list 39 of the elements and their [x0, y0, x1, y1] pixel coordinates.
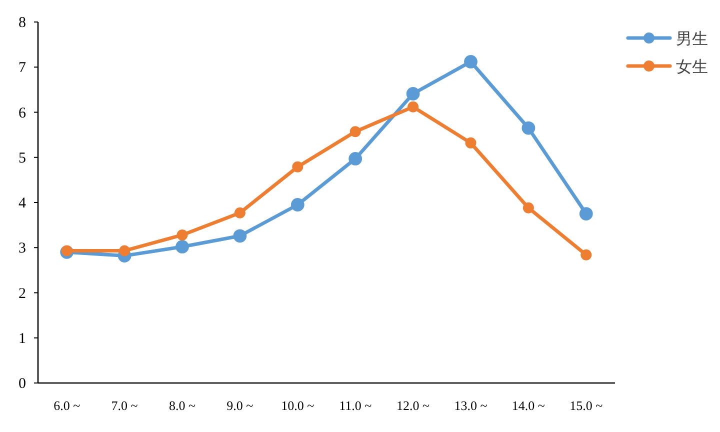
y-tick-label: 0: [18, 376, 26, 392]
y-tick-label: 8: [18, 15, 26, 31]
x-tick-label: 7.0 ~: [111, 398, 138, 413]
point: [465, 137, 476, 148]
point: [580, 249, 592, 260]
point: [292, 161, 304, 172]
y-tick-label: 7: [18, 60, 26, 76]
y-tick-label: 6: [18, 105, 26, 122]
point: [176, 240, 189, 254]
x-tick-label: 9.0 ~: [226, 398, 254, 413]
point: [234, 207, 246, 218]
y-tick-label: 3: [18, 240, 26, 257]
x-tick-label: 15.0 ~: [570, 398, 603, 413]
x-tick-label: 11.0 ~: [339, 398, 372, 413]
point: [464, 55, 478, 68]
point: [348, 152, 362, 166]
x-tick-label: 6.0 ~: [54, 398, 80, 413]
point: [522, 121, 536, 135]
point: [233, 229, 247, 243]
point: [350, 126, 361, 138]
point: [61, 245, 72, 256]
y-tick-label: 4: [18, 196, 26, 212]
x-tick-label: 12.0 ~: [396, 398, 430, 413]
y-tick-label: 5: [18, 150, 26, 166]
point: [176, 229, 188, 240]
point: [579, 207, 593, 220]
x-tick-label: 13.0 ~: [454, 398, 488, 413]
y-tick-label: 1: [18, 330, 26, 347]
x-tick-label: 8.0 ~: [168, 398, 196, 413]
x-tick-label: 14.0 ~: [512, 398, 545, 413]
legend-label: 女生: [676, 57, 708, 76]
point: [406, 87, 420, 100]
point: [522, 202, 534, 214]
legend-label: 男生: [676, 29, 708, 48]
point: [408, 101, 419, 112]
point: [119, 245, 130, 256]
x-tick-label: 10.0 ~: [281, 398, 314, 413]
y-tick-label: 2: [18, 286, 26, 302]
point: [290, 198, 304, 212]
